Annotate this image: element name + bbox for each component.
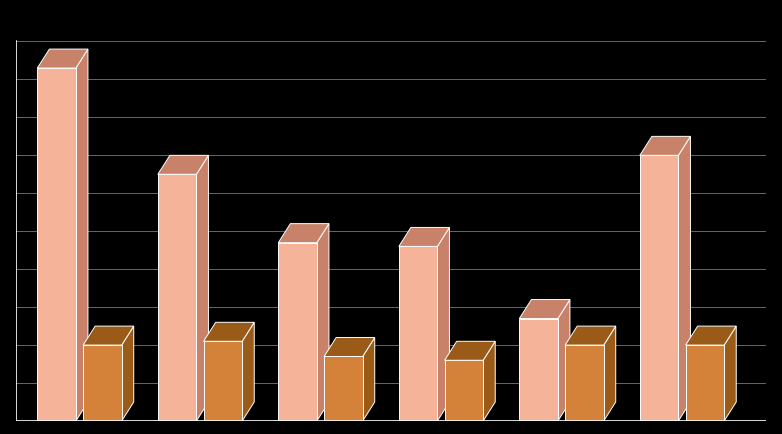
Polygon shape	[565, 326, 615, 345]
Polygon shape	[203, 322, 254, 341]
Polygon shape	[122, 326, 134, 421]
Polygon shape	[242, 322, 254, 421]
Bar	[278, 243, 317, 421]
Polygon shape	[196, 155, 209, 421]
Polygon shape	[324, 338, 375, 356]
Bar	[686, 345, 724, 421]
Polygon shape	[558, 299, 570, 421]
Polygon shape	[317, 224, 329, 421]
Polygon shape	[158, 155, 209, 174]
Bar	[324, 356, 363, 421]
Bar	[399, 247, 437, 421]
Polygon shape	[363, 338, 375, 421]
Bar	[445, 360, 483, 421]
Polygon shape	[686, 326, 736, 345]
Polygon shape	[399, 227, 450, 247]
Polygon shape	[519, 299, 570, 319]
Bar	[158, 174, 196, 421]
Polygon shape	[76, 49, 88, 421]
Polygon shape	[437, 227, 450, 421]
Polygon shape	[640, 136, 691, 155]
Polygon shape	[483, 341, 495, 421]
Bar	[203, 341, 242, 421]
Polygon shape	[278, 224, 329, 243]
Polygon shape	[604, 326, 615, 421]
Polygon shape	[83, 326, 134, 345]
Bar	[38, 68, 76, 421]
Bar	[565, 345, 604, 421]
Bar	[83, 345, 122, 421]
Polygon shape	[38, 49, 88, 68]
Polygon shape	[445, 341, 495, 360]
Polygon shape	[679, 136, 691, 421]
Bar	[640, 155, 679, 421]
Polygon shape	[724, 326, 736, 421]
Bar	[519, 319, 558, 421]
